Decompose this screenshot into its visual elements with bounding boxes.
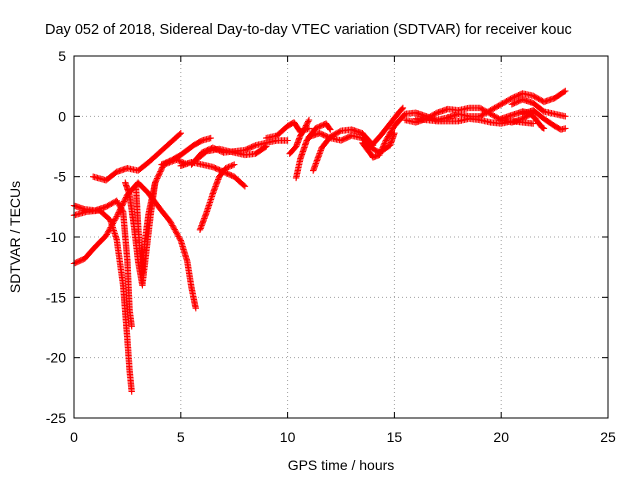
x-tick-label: 15 (387, 429, 403, 445)
series-arc-22 (508, 96, 569, 120)
series-markers (158, 134, 214, 168)
series-arc-13 (286, 116, 313, 157)
series-markers (90, 130, 184, 184)
x-tick-label: 25 (600, 429, 616, 445)
axes: 0 5 10 15 20 25 -25 -20 -15 -10 -5 0 5 (46, 48, 616, 445)
series-markers (292, 120, 334, 182)
x-tick-label: 20 (493, 429, 509, 445)
series-arc-9 (194, 143, 270, 162)
y-tick-label: -20 (46, 350, 66, 366)
series-markers (196, 161, 238, 233)
y-tick-label: -5 (54, 169, 67, 185)
y-tick-label: 0 (58, 108, 66, 124)
series-markers (132, 156, 189, 277)
series-markers (508, 96, 569, 120)
series-arc-5 (132, 156, 189, 277)
series-arc-21 (444, 87, 569, 121)
series-markers (122, 179, 159, 289)
series-arc-24 (519, 107, 569, 133)
series-markers (369, 104, 407, 148)
x-tick-label: 0 (70, 429, 78, 445)
chart-title: Day 052 of 2018, Sidereal Day-to-day VTE… (45, 22, 572, 38)
y-tick-label: -15 (46, 289, 66, 305)
data-series (70, 87, 569, 395)
series-markers (194, 143, 270, 162)
x-tick-label: 5 (177, 429, 185, 445)
y-tick-label: -25 (46, 410, 66, 426)
series-markers (286, 116, 313, 157)
x-axis-label: GPS time / hours (288, 457, 395, 473)
series-arc-10 (196, 161, 238, 233)
series-arc-14 (292, 120, 334, 182)
series-arc-11 (158, 134, 214, 168)
series-arc-18 (369, 104, 407, 148)
y-axis-label: SDTVAR / TECUs (7, 181, 23, 293)
y-tick-label: 5 (58, 48, 66, 64)
series-arc-4 (90, 130, 184, 184)
y-tick-label: -10 (46, 229, 66, 245)
x-tick-label: 10 (280, 429, 296, 445)
series-markers (444, 87, 569, 121)
series-arc-6 (122, 179, 159, 289)
series-markers (519, 107, 569, 133)
